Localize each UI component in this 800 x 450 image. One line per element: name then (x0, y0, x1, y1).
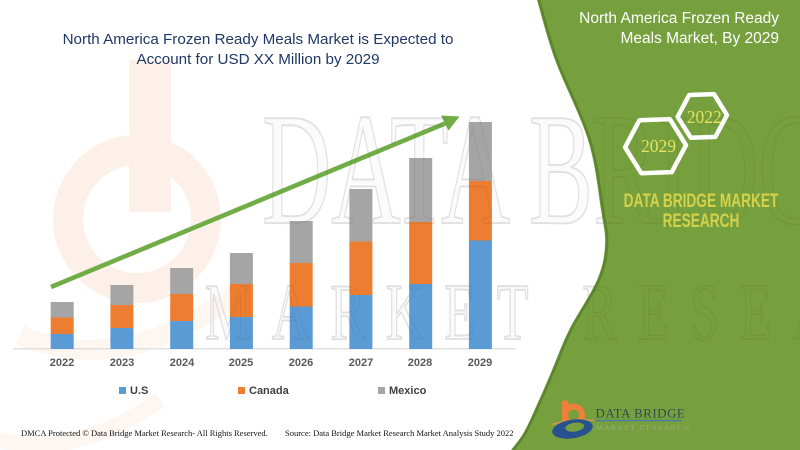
svg-text:2022: 2022 (687, 107, 722, 127)
svg-text:2029: 2029 (641, 136, 676, 156)
svg-text:MARKET RESEARCH: MARKET RESEARCH (596, 423, 691, 432)
svg-text:DATA BRIDGE: DATA BRIDGE (596, 407, 686, 421)
